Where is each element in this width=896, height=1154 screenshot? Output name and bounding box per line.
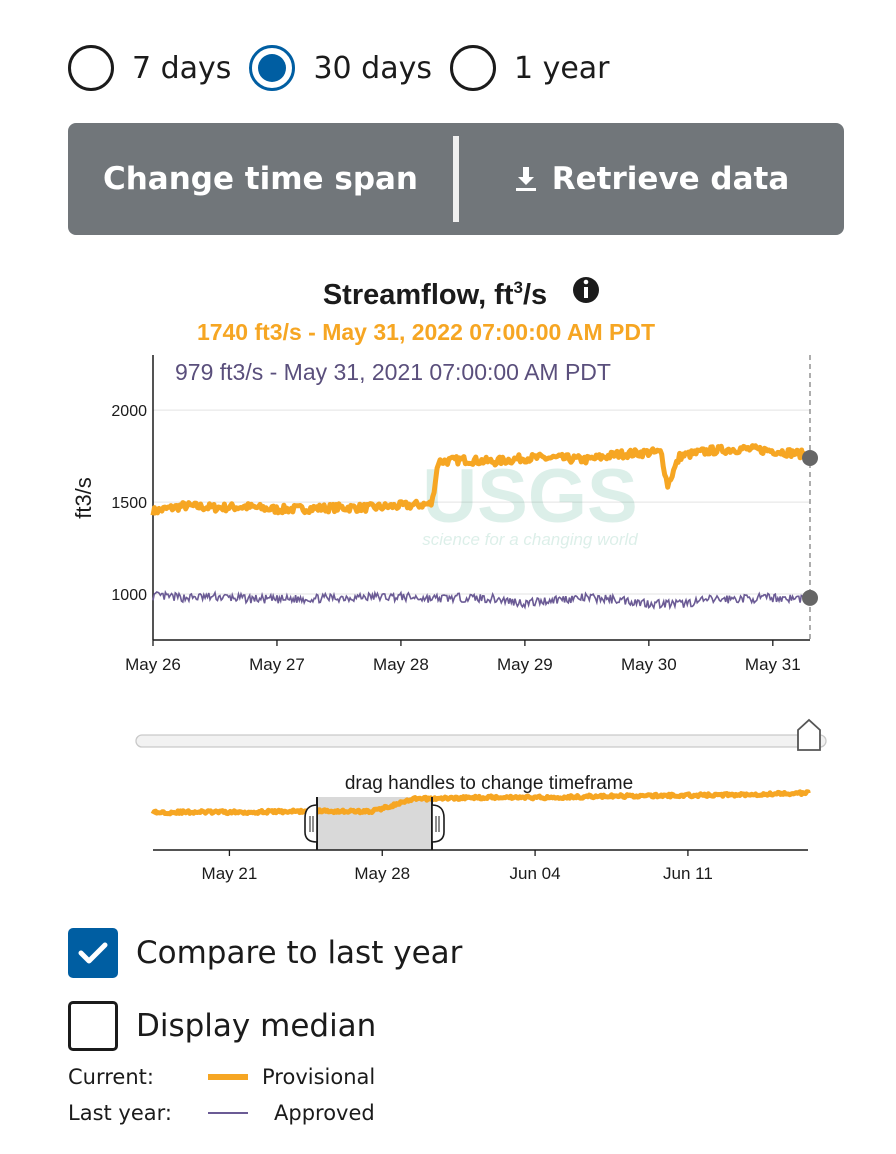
chart-title-main: Streamflow, ft <box>323 279 514 311</box>
legend-last-year-item: Approved <box>274 1101 375 1125</box>
radio-1-year[interactable]: 1 year <box>449 45 610 91</box>
y-tick-label: 1500 <box>111 495 147 512</box>
legend-current: Current: Provisional <box>68 1065 375 1089</box>
x-tick-labels: May 26 May 27 May 28 May 29 May 30 May 31 <box>125 640 801 674</box>
retrieve-data-button[interactable]: Retrieve data <box>459 123 844 235</box>
readout-last-year: 979 ft3/s - May 31, 2021 07:00:00 AM PDT <box>175 359 611 385</box>
watermark-logo: USGS <box>422 454 637 539</box>
button-divider <box>453 136 459 222</box>
brush-x-tick-label: May 21 <box>202 864 258 883</box>
checkmark-icon <box>78 942 108 964</box>
brush-x-tick-label: May 28 <box>354 864 410 883</box>
chart-title: Streamflow, ft3/s <box>323 278 547 311</box>
chart-title-suffix: /s <box>523 279 547 311</box>
watermark-tagline: science for a changing world <box>422 530 638 549</box>
radio-label-7-days: 7 days <box>132 50 232 86</box>
y-tick-label: 1000 <box>111 587 147 604</box>
cursor-point-current <box>802 449 818 466</box>
action-button-bar: Change time span Retrieve data <box>68 123 844 235</box>
radio-30-days[interactable]: 30 days <box>249 45 432 91</box>
cursor-point-last-year <box>802 589 818 606</box>
time-span-radio-group: 7 days 30 days 1 year <box>68 38 628 98</box>
chart-title-sup: 3 <box>514 278 523 297</box>
radio-label-30-days: 30 days <box>313 50 432 86</box>
x-tick-label: May 31 <box>745 655 801 674</box>
compare-last-year-checkbox[interactable] <box>68 928 118 978</box>
legend-last-year-label: Last year: <box>68 1101 172 1125</box>
radio-circle-30-days[interactable] <box>249 45 296 91</box>
brush-series-line <box>150 789 811 817</box>
brush-selection[interactable] <box>317 797 432 850</box>
y-tick-labels: 1000 1500 2000 <box>111 403 147 604</box>
brush-x-tick-label: Jun 04 <box>510 864 561 883</box>
readout-current: 1740 ft3/s - May 31, 2022 07:00:00 AM PD… <box>197 319 655 345</box>
radio-circle-7-days[interactable] <box>68 45 114 91</box>
series-line-current <box>150 443 813 516</box>
x-tick-label: May 27 <box>249 655 305 674</box>
legend-current-item: Provisional <box>262 1065 376 1089</box>
streamflow-chart: Streamflow, ft3/s 1740 ft3/s - May 31, 2… <box>71 277 827 883</box>
usgs-watermark: USGS science for a changing world <box>422 454 638 549</box>
slider-track[interactable] <box>135 734 827 748</box>
x-tick-label: May 28 <box>373 655 429 674</box>
info-icon[interactable] <box>573 277 599 303</box>
radio-7-days[interactable]: 7 days <box>68 45 231 91</box>
compare-last-year-label: Compare to last year <box>136 935 463 971</box>
legend-current-label: Current: <box>68 1065 154 1089</box>
radio-circle-1-year[interactable] <box>449 45 496 91</box>
brush-x-tick-label: Jun 11 <box>663 864 713 883</box>
time-slider[interactable] <box>135 718 827 751</box>
brush-handle-left[interactable] <box>304 797 318 850</box>
brush-x-tick-labels: May 21 May 28 Jun 04 Jun 11 <box>202 850 713 883</box>
y-axis-label: ft3/s <box>71 477 96 519</box>
series-line-last-year <box>152 589 811 611</box>
y-tick-label: 2000 <box>111 403 147 420</box>
x-tick-label: May 29 <box>497 655 553 674</box>
x-tick-label: May 30 <box>621 655 677 674</box>
download-icon <box>515 167 536 191</box>
change-time-span-button[interactable]: Change time span <box>68 123 453 235</box>
legend-last-year-swatch <box>208 1112 248 1114</box>
radio-label-1-year: 1 year <box>513 50 610 86</box>
display-median-label: Display median <box>136 1008 377 1044</box>
change-time-span-label: Change time span <box>102 161 418 197</box>
brush-caption: drag handles to change timeframe <box>345 773 633 794</box>
legend-last-year: Last year: Approved <box>68 1101 375 1125</box>
x-tick-label: May 26 <box>125 655 181 674</box>
slider-handle[interactable] <box>797 718 821 751</box>
brush-handle-right[interactable] <box>431 797 445 850</box>
legend-current-swatch <box>208 1074 248 1080</box>
retrieve-data-label: Retrieve data <box>551 161 790 197</box>
display-median-checkbox[interactable] <box>68 1001 118 1051</box>
display-median-checkbox-row[interactable]: Display median <box>68 1001 376 1051</box>
compare-last-year-checkbox-row[interactable]: Compare to last year <box>68 928 462 978</box>
